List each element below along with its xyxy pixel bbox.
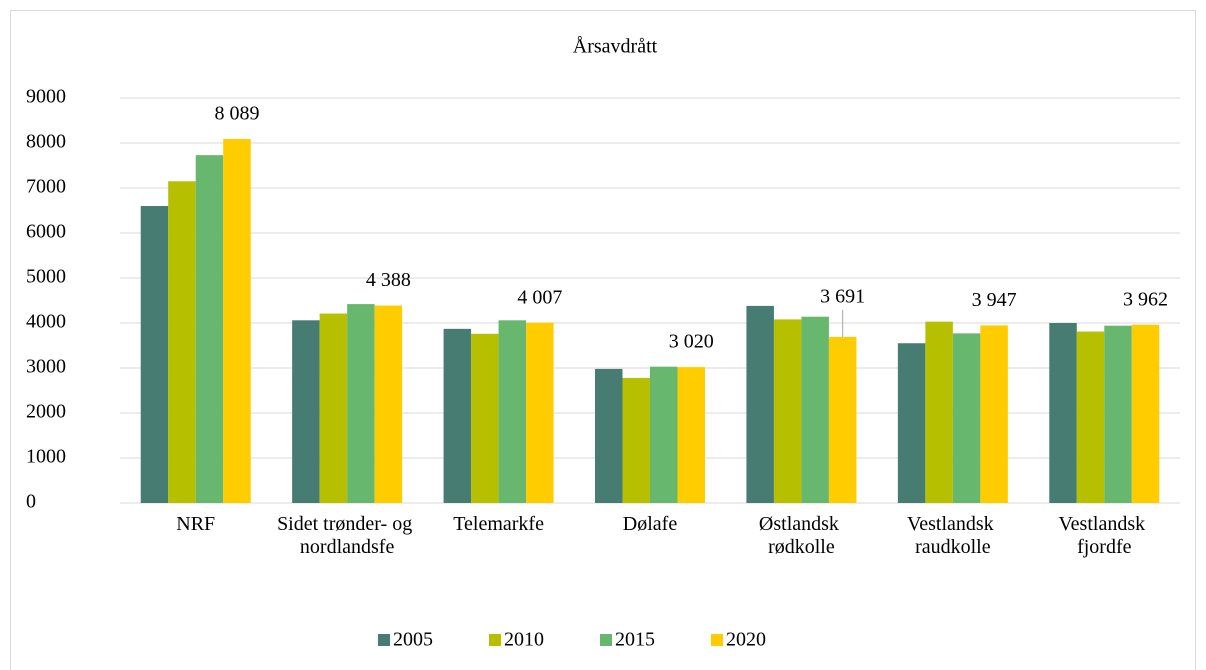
legend-swatch	[600, 634, 612, 646]
bar	[195, 155, 224, 503]
y-tick-label: 5000	[26, 266, 66, 288]
bar	[650, 366, 678, 503]
bar	[952, 333, 981, 503]
bar	[773, 319, 802, 503]
bar	[526, 322, 554, 503]
legend-label: 2005	[393, 629, 433, 651]
legend-label: 2020	[726, 629, 766, 651]
data-label: 4 388	[366, 269, 411, 291]
bar	[828, 336, 857, 503]
data-label: 3 691	[820, 285, 865, 307]
data-label: 3 020	[669, 331, 714, 353]
x-tick-label: NRF	[176, 513, 215, 535]
bar	[1104, 325, 1132, 503]
y-tick-label: 0	[26, 491, 36, 513]
y-tick-label: 3000	[26, 356, 66, 378]
bar	[677, 367, 705, 503]
bar	[1131, 324, 1160, 503]
legend-swatch	[489, 634, 501, 646]
bar	[471, 333, 499, 503]
x-tick-label: Telemarkfe	[453, 513, 544, 535]
y-tick-label: 4000	[26, 311, 66, 333]
x-tick-label: Sidet trønder- og nordlandsfe	[277, 513, 417, 558]
y-tick-label: 9000	[26, 86, 66, 108]
bar	[140, 206, 169, 503]
bar	[374, 305, 403, 503]
bar	[223, 138, 251, 503]
legend-swatch	[378, 634, 390, 646]
y-tick-label: 1000	[26, 446, 66, 468]
x-tick-label: Vestlandsk fjordfe	[1058, 513, 1150, 558]
bar	[1049, 323, 1077, 503]
legend-label: 2010	[504, 629, 544, 651]
bar	[168, 181, 196, 503]
bar	[897, 343, 926, 503]
y-tick-label: 6000	[26, 221, 66, 243]
y-tick-label: 8000	[26, 131, 66, 153]
data-label: 8 089	[214, 103, 259, 125]
bar	[801, 316, 829, 503]
bar	[622, 377, 650, 503]
data-label: 3 947	[972, 289, 1017, 311]
legend-label: 2015	[615, 629, 655, 651]
bar	[980, 325, 1008, 503]
bar	[292, 320, 320, 503]
x-tick-label: Dølafe	[623, 513, 678, 535]
y-tick-label: 2000	[26, 401, 66, 423]
bar	[443, 328, 472, 503]
bar	[595, 368, 623, 503]
x-tick-label: Østlandsk rødkolle	[759, 513, 844, 558]
data-label: 4 007	[517, 286, 562, 308]
chart-title: Årsavdrått	[573, 36, 658, 58]
bar	[746, 305, 774, 503]
data-label: 3 962	[1123, 288, 1168, 310]
legend-swatch	[711, 634, 723, 646]
bar	[347, 304, 375, 503]
y-tick-label: 7000	[26, 176, 66, 198]
bar	[498, 320, 527, 503]
bar	[1076, 331, 1105, 503]
bar	[925, 321, 953, 503]
x-tick-label: Vestlandsk raudkolle	[907, 513, 999, 558]
bar	[319, 313, 348, 503]
